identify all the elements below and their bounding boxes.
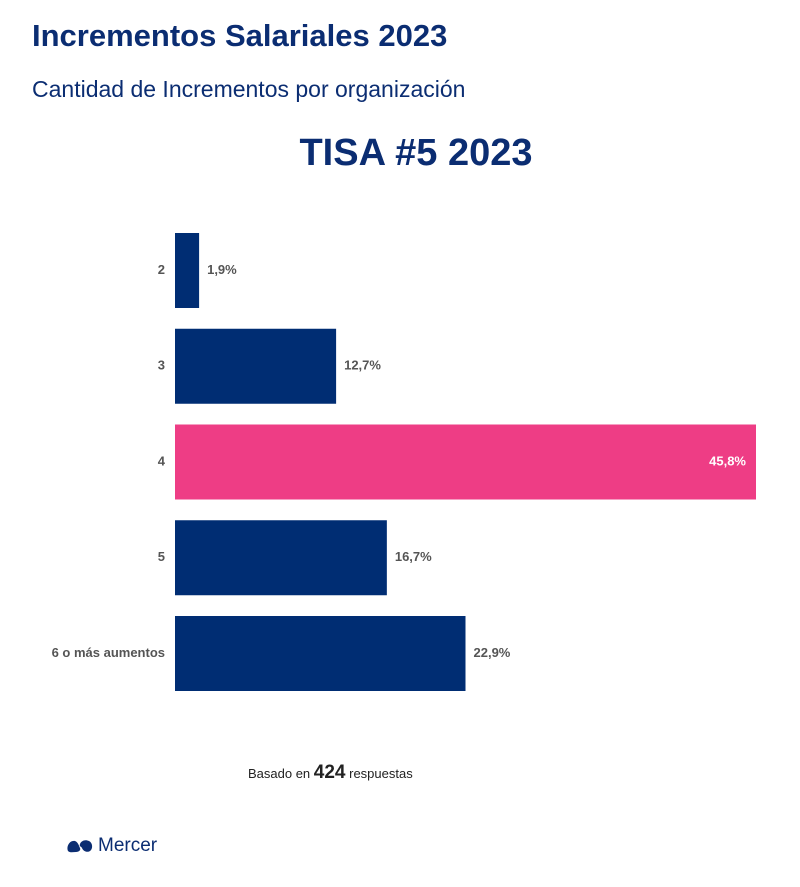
value-label-3: 45,8% — [709, 453, 746, 468]
mercer-logo-icon — [67, 840, 93, 853]
response-count: 424 — [313, 762, 346, 783]
responses-footnote: Basado en 424 respuestas — [248, 762, 413, 784]
footnote-prefix: Basado en — [248, 766, 311, 781]
value-label-1: 1,9% — [207, 262, 237, 277]
bar-4 — [175, 520, 387, 596]
category-label-3: 4 — [158, 453, 166, 468]
bar-2 — [175, 328, 337, 404]
category-label-2: 3 — [158, 358, 165, 373]
page-title: Incrementos Salariales 2023 — [32, 18, 448, 53]
value-label-2: 12,7% — [344, 358, 381, 373]
bar-3 — [175, 424, 756, 500]
category-label-4: 5 — [158, 549, 165, 564]
bar-5 — [175, 616, 466, 691]
category-label-1: 2 — [158, 262, 165, 277]
value-label-5: 22,9% — [474, 645, 511, 660]
chart-title: TISA #5 2023 — [299, 132, 533, 174]
brand-logo: Mercer — [66, 835, 157, 857]
brand-name: Mercer — [98, 835, 158, 856]
footnote-suffix: respuestas — [349, 766, 413, 781]
bar-1 — [175, 233, 200, 308]
category-label-5: 6 o más aumentos — [52, 645, 165, 660]
value-label-4: 16,7% — [395, 549, 432, 564]
page-subtitle: Cantidad de Incrementos por organización — [32, 76, 466, 102]
